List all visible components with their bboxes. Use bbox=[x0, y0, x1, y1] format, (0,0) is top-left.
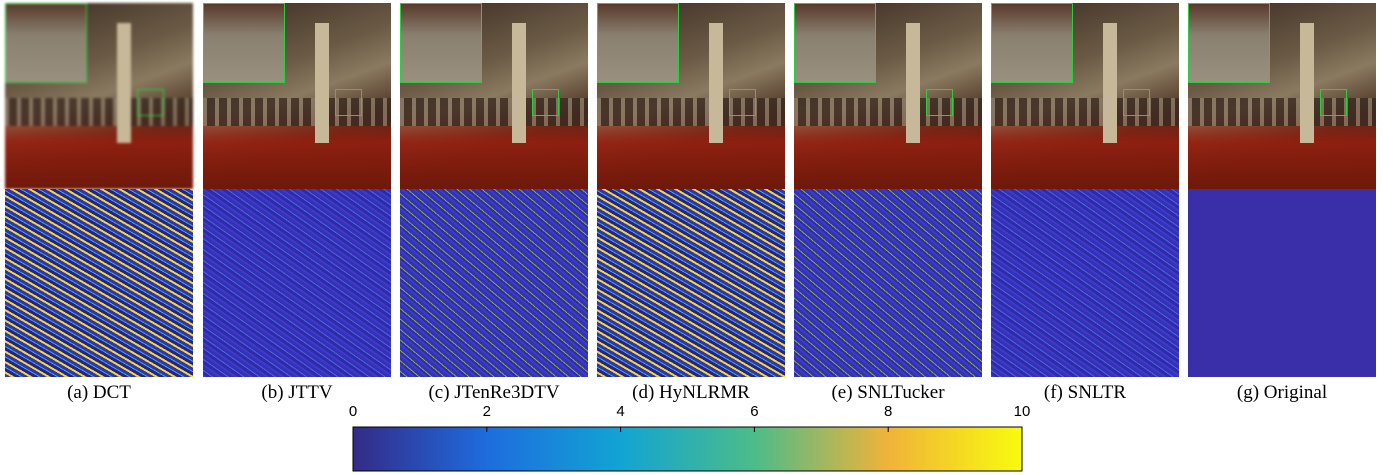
post bbox=[512, 23, 526, 143]
caption: (c) JTenRe3DTV bbox=[428, 382, 560, 403]
photo bbox=[1188, 3, 1376, 189]
zoom-inset bbox=[991, 3, 1073, 83]
post bbox=[906, 23, 920, 143]
caption: (g) Original bbox=[1236, 382, 1328, 403]
caption: (e) SNLTucker bbox=[831, 382, 945, 403]
photo bbox=[991, 3, 1179, 189]
error-map bbox=[794, 189, 982, 377]
photo bbox=[794, 3, 982, 189]
error-map bbox=[203, 189, 391, 377]
zoom-inset bbox=[400, 3, 482, 83]
colorbar-gradient bbox=[352, 426, 1023, 472]
photo bbox=[5, 3, 193, 189]
zoom-box bbox=[729, 89, 756, 116]
caption: (f) SNLTR bbox=[1043, 382, 1127, 403]
error-map bbox=[597, 189, 785, 377]
zoom-box bbox=[532, 89, 559, 116]
post bbox=[117, 23, 131, 143]
zoom-inset bbox=[1188, 3, 1270, 83]
tick-label: 10 bbox=[1014, 403, 1031, 420]
zoom-inset bbox=[597, 3, 679, 83]
bench bbox=[794, 98, 982, 126]
zoom-inset bbox=[794, 3, 876, 83]
caption: (a) DCT bbox=[67, 382, 131, 403]
zoom-inset bbox=[5, 3, 87, 83]
tick-label: 2 bbox=[483, 403, 491, 420]
photo bbox=[597, 3, 785, 189]
tick-label: 4 bbox=[616, 403, 624, 420]
zoom-box bbox=[1320, 89, 1347, 116]
tick-label: 6 bbox=[750, 403, 758, 420]
post bbox=[1103, 23, 1117, 143]
zoom-box bbox=[137, 89, 164, 116]
zoom-inset bbox=[203, 3, 285, 83]
zoom-box bbox=[1123, 89, 1150, 116]
bench bbox=[5, 98, 193, 126]
post bbox=[1300, 23, 1314, 143]
post bbox=[315, 23, 329, 143]
bench bbox=[1188, 98, 1376, 126]
error-map bbox=[5, 189, 193, 377]
photo bbox=[400, 3, 588, 189]
bench bbox=[991, 98, 1179, 126]
photo bbox=[203, 3, 391, 189]
error-map bbox=[991, 189, 1179, 377]
bench bbox=[597, 98, 785, 126]
post bbox=[709, 23, 723, 143]
zoom-box bbox=[926, 89, 953, 116]
error-map bbox=[1188, 189, 1376, 377]
tick-label: 0 bbox=[349, 403, 357, 420]
caption: (d) HyNLRMR bbox=[632, 382, 750, 403]
bench bbox=[400, 98, 588, 126]
zoom-box bbox=[335, 89, 362, 116]
tick-label: 8 bbox=[884, 403, 892, 420]
bench bbox=[203, 98, 391, 126]
error-map bbox=[400, 189, 588, 377]
caption: (b) JTTV bbox=[261, 382, 333, 403]
